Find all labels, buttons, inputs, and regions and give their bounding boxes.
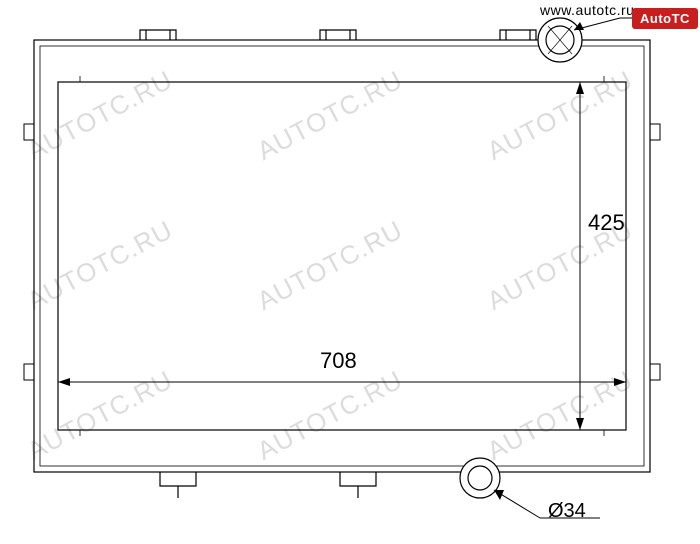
outer-rect-inner bbox=[40, 46, 644, 466]
dim-width-label: 708 bbox=[320, 348, 357, 374]
diagram-canvas: AUTOTC.RU AUTOTC.RU AUTOTC.RU AUTOTC.RU … bbox=[0, 0, 700, 544]
dim-height bbox=[570, 82, 590, 430]
dim-diameter-label: Ø34 bbox=[548, 500, 586, 523]
inner-rect bbox=[58, 82, 626, 430]
dim-height-label: 425 bbox=[588, 210, 625, 236]
top-tabs bbox=[140, 30, 536, 40]
outlet-port bbox=[460, 458, 500, 498]
technical-drawing bbox=[0, 0, 700, 544]
bottom-tabs bbox=[160, 472, 376, 498]
source-url: www.autotc.ru bbox=[540, 2, 634, 18]
dim-width bbox=[58, 372, 626, 392]
side-brackets bbox=[24, 124, 660, 380]
brand-badge: AutoTC bbox=[632, 8, 698, 29]
inlet-port bbox=[538, 18, 582, 62]
outer-rect bbox=[34, 40, 650, 472]
